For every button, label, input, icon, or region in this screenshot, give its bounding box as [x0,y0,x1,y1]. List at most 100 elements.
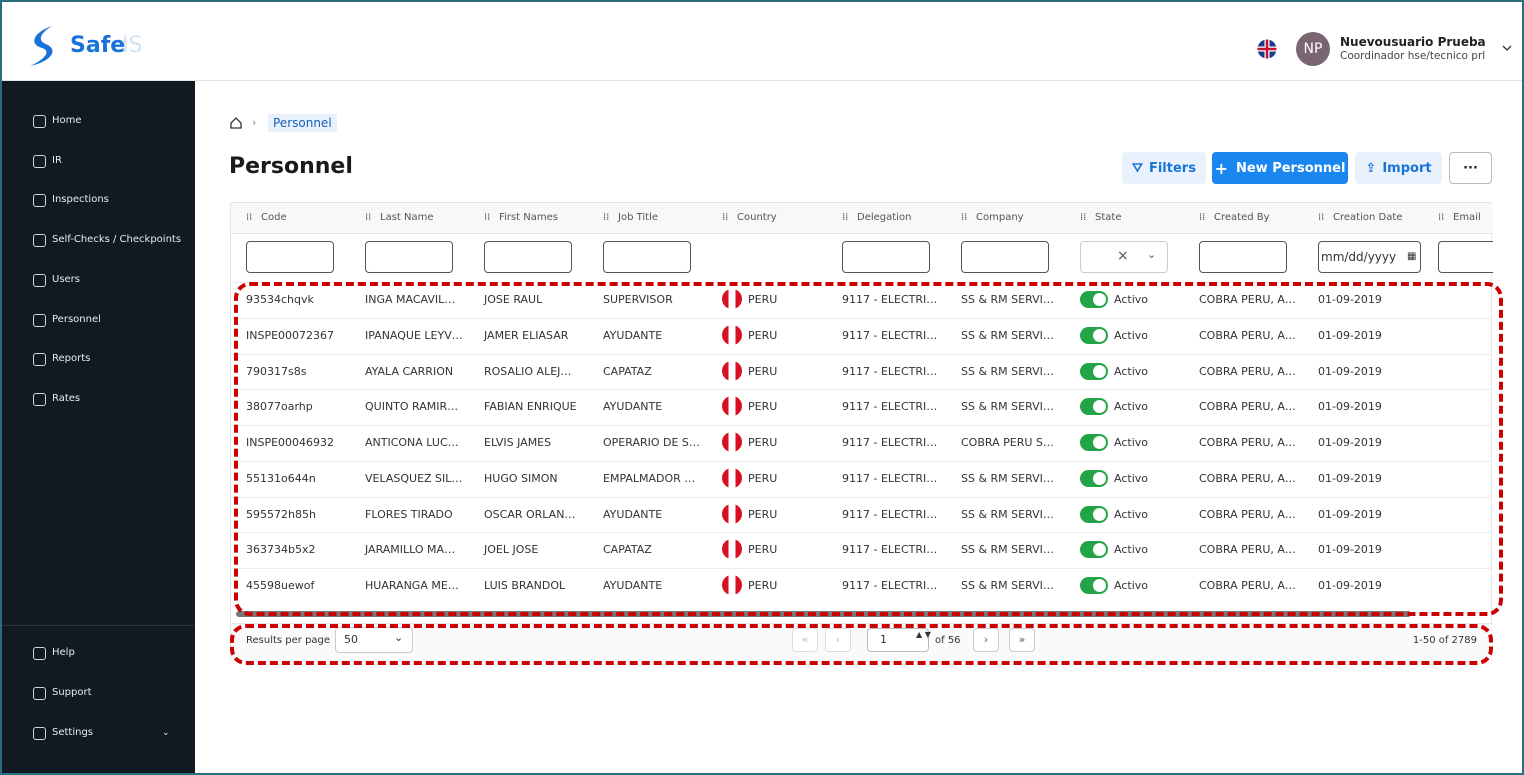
state-toggle[interactable] [1080,577,1108,594]
state-toggle[interactable] [1080,291,1108,308]
state-toggle[interactable] [1080,434,1108,451]
column-header[interactable]: Created By [1214,212,1270,223]
import-button[interactable]: ⇪ Import [1355,152,1442,184]
column-header[interactable]: ⁞⁞ [1318,212,1325,223]
top-bar: Safe IS NP Nuevousuario Prueba Coordinad… [2,2,1522,81]
column-header[interactable]: Last Name [380,212,434,223]
nav-icon [33,353,46,367]
nav-item[interactable]: Rates [52,392,81,404]
column-header[interactable]: ⁞⁞ [1080,212,1087,223]
text-filter[interactable] [961,241,1049,273]
state-toggle[interactable] [1080,505,1108,523]
nav-item[interactable]: Help [52,647,75,658]
table-cell: Activo [1114,436,1148,449]
nav-item[interactable]: Personnel [52,313,101,325]
button-label: Filters [1148,160,1196,176]
column-header[interactable]: ⁞⁞ [365,212,372,223]
toggle-knob [1093,579,1106,592]
state-toggle[interactable] [1080,362,1108,380]
country-flag [722,324,742,345]
calendar-icon[interactable]: ▦ [1407,251,1417,262]
language-flag[interactable] [1257,39,1277,59]
table-row [231,353,1491,390]
column-header[interactable]: First Names [499,212,558,223]
column-header[interactable]: Code [261,212,287,223]
state-toggle[interactable] [1080,469,1108,487]
table-cell: INSPE00046932 [246,436,335,449]
column-header[interactable]: Country [737,212,777,223]
text-filter[interactable] [603,241,691,273]
column-header[interactable]: ⁞⁞ [603,212,610,223]
text-filter[interactable] [842,241,930,273]
column-header[interactable]: Company [976,212,1024,223]
column-header[interactable]: Email [1453,212,1481,223]
table-cell: 595572h85h [246,507,316,521]
results-range: 1-50 of 2789 [1412,635,1477,646]
page-input[interactable]: 1 ▲ ▼ [867,628,931,652]
nav-icon [33,234,46,248]
column-header[interactable]: ⁞⁞ [1199,212,1206,223]
state-toggle[interactable] [1080,541,1108,559]
country-flag [722,289,742,309]
filters-button[interactable]: ⛛ Filters [1122,152,1206,184]
toggle-knob [1093,328,1106,342]
clear-icon[interactable]: × [1117,248,1129,264]
column-header[interactable]: ⁞⁞ [961,212,968,223]
table-cell: SS & RM SERVI… [961,543,1054,557]
text-filter[interactable] [484,241,572,273]
page-nav-button[interactable]: » [1009,628,1035,652]
nav-item[interactable]: Self-Checks / Checkpoints [52,234,182,246]
state-toggle[interactable] [1080,326,1108,344]
text-filter[interactable] [365,241,453,273]
nav-item[interactable]: Support [52,687,92,698]
settings-chevron[interactable]: ⌄ [162,728,170,738]
date-filter[interactable]: mm/dd/yyyy ▦ [1318,241,1421,273]
table-cell: HUGO SIMON [484,471,558,485]
column-header[interactable]: Delegation [857,212,912,223]
nav-item[interactable]: Inspections [52,194,109,206]
column-header[interactable]: State [1095,212,1122,223]
more-button[interactable]: ··· [1449,152,1492,184]
new-personnel-button[interactable]: + New Personnel [1212,152,1348,184]
text-filter[interactable] [1199,241,1287,273]
table-cell: VELASQUEZ SIL… [365,471,463,485]
table-row [231,460,1491,497]
table-cell: COBRA PERU, A… [1199,364,1296,378]
nav-item[interactable]: Settings [52,727,94,738]
table-cell: ELVIS JAMES [484,436,552,449]
avatar[interactable]: NP [1296,32,1330,66]
column-header[interactable]: ⁞⁞ [484,212,491,223]
state-toggle[interactable] [1080,398,1108,416]
page-nav-button[interactable]: › [973,628,999,652]
nav-item[interactable]: Users [52,273,81,285]
page-nav-button[interactable]: ‹ [825,628,851,652]
column-header[interactable]: ⁞⁞ [1438,212,1445,223]
country-flag [722,575,742,595]
table-cell: JAMER ELIASAR [484,328,569,342]
column-header[interactable]: ⁞⁞ [722,212,729,223]
page-nav-button[interactable]: « [792,628,818,652]
state-filter[interactable]: × ⌄ [1080,241,1168,273]
breadcrumb-separator: › [252,116,257,129]
nav-item[interactable]: Home [52,115,82,126]
toggle-knob [1093,543,1106,557]
column-header[interactable]: Creation Date [1333,212,1403,223]
dropdown-icon[interactable]: ⌄ [394,631,404,644]
column-header[interactable]: ⁞⁞ [246,212,253,223]
table-cell: OPERARIO DE S… [603,436,700,449]
column-header[interactable]: ⁞⁞ [842,212,849,223]
text-filter[interactable] [246,241,334,273]
page-spinner[interactable]: ▲ ▼ [916,630,931,639]
dropdown-icon[interactable]: ⌄ [1147,248,1157,261]
sidebar-divider [2,625,195,626]
table-cell: 01-09-2019 [1318,364,1382,378]
column-header[interactable]: Job Title [618,212,659,223]
nav-item[interactable]: IR [52,154,62,166]
text-filter[interactable] [1438,241,1493,273]
nav-item[interactable]: Reports [52,353,91,365]
table-cell: AYALA CARRION [365,364,454,378]
breadcrumb-item[interactable]: Personnel [268,114,337,132]
home-breadcrumb-icon[interactable] [229,116,243,130]
user-menu-chevron[interactable] [1502,44,1512,52]
